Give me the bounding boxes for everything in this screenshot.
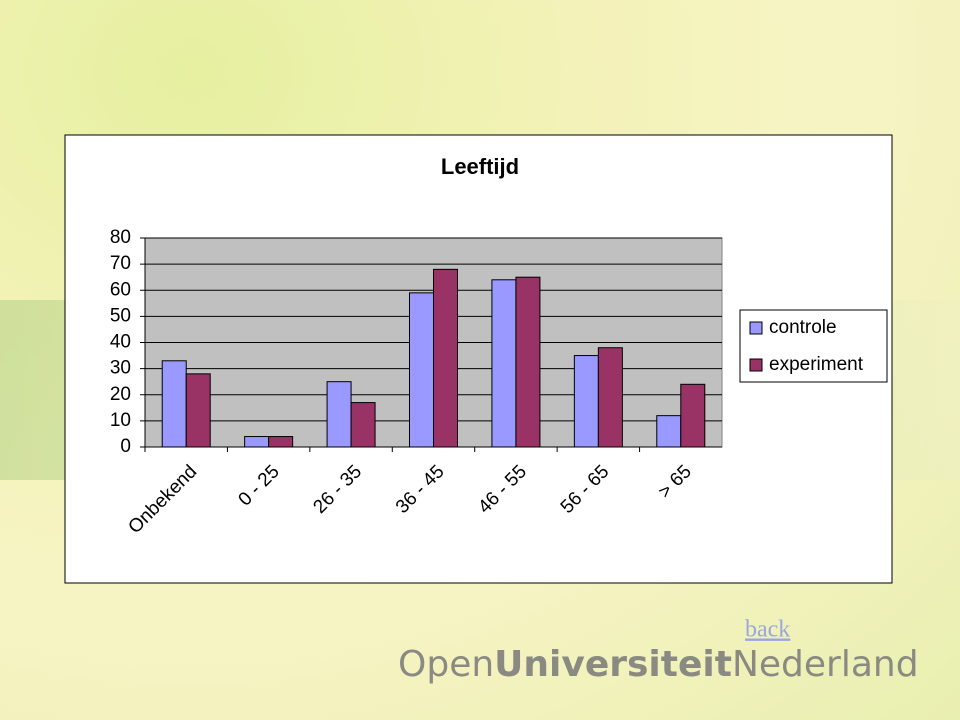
- bar: [680, 383, 706, 448]
- bar: [491, 279, 517, 448]
- y-tick-label: 80: [110, 227, 131, 248]
- back-link-text[interactable]: back: [745, 617, 790, 643]
- y-tick-label: 50: [110, 305, 131, 326]
- legend: [739, 309, 888, 383]
- bar: [597, 347, 623, 448]
- bar: [268, 436, 294, 448]
- bar: [244, 436, 270, 448]
- y-tick-label: 0: [120, 436, 131, 457]
- legend-swatch: [749, 358, 763, 372]
- y-tick-label: 20: [110, 384, 131, 405]
- logo-part: Universiteit: [494, 644, 732, 685]
- bar: [656, 415, 682, 448]
- bar: [185, 373, 211, 448]
- y-tick-label: 30: [110, 358, 131, 379]
- y-tick-label: 70: [110, 253, 131, 274]
- bar: [515, 276, 541, 448]
- y-tick-label: 60: [110, 279, 131, 300]
- bar: [161, 360, 187, 448]
- bar: [326, 381, 352, 448]
- back-link[interactable]: back: [745, 617, 790, 643]
- bar: [409, 292, 434, 448]
- legend-label: controle: [769, 317, 837, 338]
- logo-part: Nederland: [732, 644, 919, 685]
- legend-swatch: [749, 321, 763, 335]
- bar: [350, 402, 376, 448]
- logo-part: Open: [398, 644, 494, 685]
- bar: [573, 355, 599, 448]
- bar: [433, 268, 458, 448]
- legend-label: experiment: [769, 354, 864, 375]
- y-tick-label: 40: [110, 332, 131, 353]
- logo: OpenUniversiteitNederland: [398, 644, 919, 685]
- chart-title: Leeftijd: [441, 154, 519, 179]
- y-tick-label: 10: [110, 410, 131, 431]
